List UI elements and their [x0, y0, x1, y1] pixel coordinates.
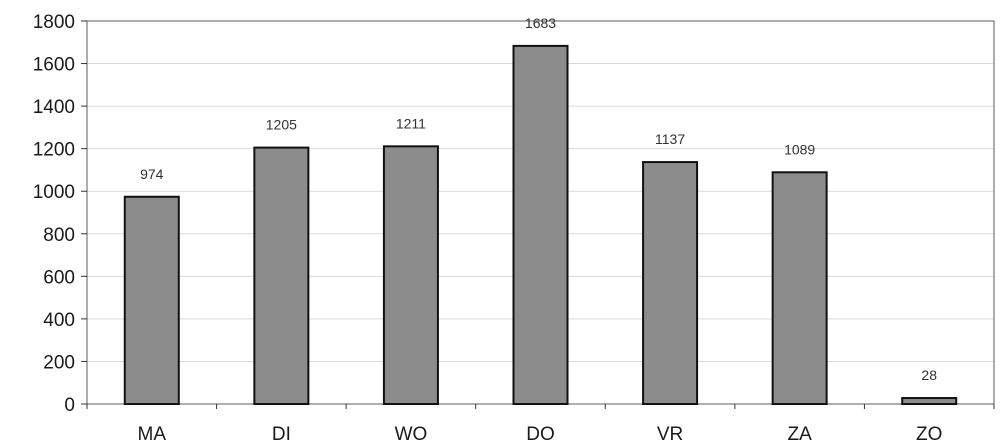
- data-label-di: 1205: [266, 117, 297, 133]
- y-tick-label-1800: 1800: [33, 12, 75, 33]
- data-label-do: 1683: [525, 15, 556, 31]
- x-tick-label-ma: MA: [138, 424, 167, 445]
- bar-ma: [123, 195, 180, 405]
- bar-wo: [382, 145, 439, 405]
- y-tick-label-1000: 1000: [33, 182, 75, 203]
- x-tick-label-zo: ZO: [916, 424, 942, 445]
- bar-za: [771, 171, 828, 405]
- bar-zo: [901, 397, 958, 406]
- x-tick-label-wo: WO: [395, 424, 428, 445]
- data-labels: 974 1205 1211 1683 1137 1089 28: [140, 15, 937, 383]
- x-tick-label-di: DI: [272, 424, 291, 445]
- x-axis: MA DI WO DO VR ZA ZO: [86, 404, 995, 445]
- data-label-zo: 28: [921, 367, 937, 383]
- data-label-wo: 1211: [396, 115, 426, 131]
- bars: [123, 44, 958, 406]
- bar-di: [253, 146, 310, 405]
- x-tick-label-za: ZA: [788, 424, 813, 445]
- y-tick-label-0: 0: [64, 395, 75, 416]
- y-tick-label-600: 600: [43, 267, 75, 288]
- y-tick-label-1400: 1400: [33, 97, 75, 118]
- data-label-vr: 1137: [655, 131, 685, 147]
- y-tick-label-1600: 1600: [33, 55, 75, 76]
- y-tick-label-400: 400: [43, 310, 75, 331]
- x-tick-label-vr: VR: [657, 424, 683, 445]
- bar-vr: [642, 161, 699, 405]
- data-label-za: 1089: [784, 141, 815, 157]
- y-tick-label-200: 200: [43, 352, 75, 373]
- bar-do: [512, 44, 569, 406]
- y-tick-label-1200: 1200: [33, 140, 75, 161]
- x-tick-label-do: DO: [526, 424, 555, 445]
- y-axis: 0 200 400 600 800 1000 1200 1400 1600 1800: [33, 12, 87, 416]
- data-label-ma: 974: [140, 166, 164, 182]
- y-tick-label-800: 800: [43, 225, 75, 246]
